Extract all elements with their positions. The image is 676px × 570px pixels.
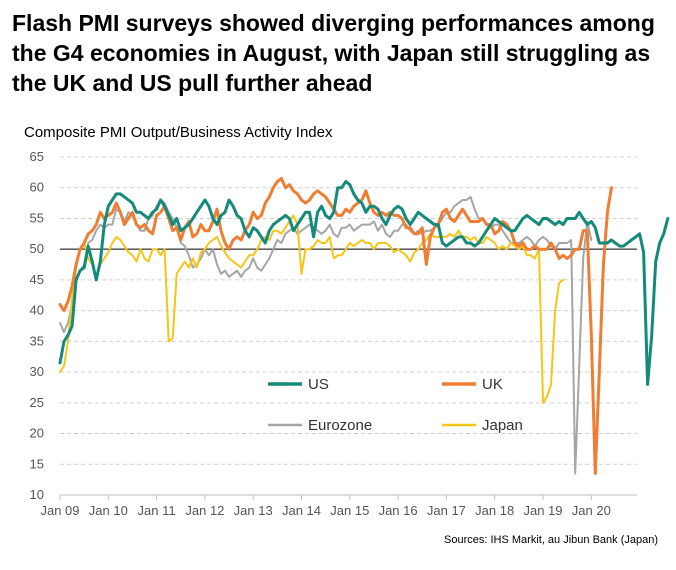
y-axis-ticks: 65 60 55 50 45 40 35 30 25 20 15 10 (30, 149, 44, 502)
x-tick-label: Jan 13 (234, 503, 273, 518)
y-tick-label: 20 (30, 426, 44, 441)
x-tick-label: Jan 16 (379, 503, 418, 518)
legend-label-us: US (308, 376, 329, 393)
series-lines (58, 177, 670, 475)
legend-label-uk: UK (482, 376, 503, 393)
y-tick-label: 40 (30, 303, 44, 318)
y-tick-label: 65 (30, 149, 44, 164)
legend-label-japan: Japan (482, 417, 523, 434)
legend: US UK Eurozone Japan (268, 376, 523, 434)
y-tick-label: 60 (30, 180, 44, 195)
x-tick-label: Jan 09 (40, 503, 79, 518)
x-tick-label: Jan 11 (138, 503, 176, 518)
x-axis: Jan 09 Jan 10 Jan 11 Jan 12 Jan 13 Jan 14 Jan … (40, 494, 637, 518)
y-tick-label: 55 (30, 210, 44, 225)
series-line-us (58, 180, 670, 386)
x-tick-label: Jan 15 (330, 503, 369, 518)
chart-subtitle: Composite PMI Output/Business Activity I… (24, 124, 333, 141)
y-tick-label: 15 (30, 456, 44, 471)
y-tick-label: 35 (30, 333, 44, 348)
x-tick-label: Jan 10 (89, 503, 128, 518)
x-tick-label: Jan 18 (475, 503, 514, 518)
legend-label-eurozone: Eurozone (308, 417, 372, 434)
x-tick-label: Jan 12 (185, 503, 224, 518)
y-tick-label: 25 (30, 395, 44, 410)
series-line-japan (59, 214, 565, 404)
headline: Flash PMI surveys showed diverging perfo… (12, 10, 655, 96)
x-tick-label: Jan 19 (523, 503, 562, 518)
x-tick-label: Jan 20 (572, 503, 611, 518)
x-tick-label: Jan 14 (282, 503, 321, 518)
y-tick-label: 10 (30, 487, 44, 502)
source-note: Sources: IHS Markit, au Jibun Bank (Japa… (444, 534, 658, 546)
series-line-uk (58, 177, 613, 475)
y-tick-label: 50 (30, 241, 44, 256)
y-tick-label: 45 (30, 272, 44, 287)
x-tick-label: Jan 17 (427, 503, 466, 518)
y-tick-label: 30 (30, 364, 44, 379)
